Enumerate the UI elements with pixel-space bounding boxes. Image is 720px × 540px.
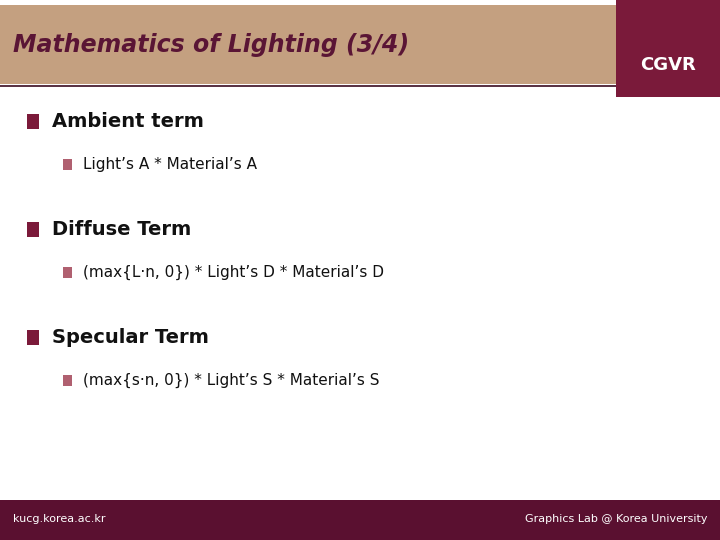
Text: kucg.korea.ac.kr: kucg.korea.ac.kr [13, 515, 105, 524]
Text: Ambient term: Ambient term [52, 112, 204, 131]
FancyBboxPatch shape [0, 500, 720, 540]
FancyBboxPatch shape [27, 330, 39, 345]
FancyBboxPatch shape [63, 267, 72, 278]
FancyBboxPatch shape [616, 0, 720, 97]
Text: CGVR: CGVR [640, 56, 696, 74]
Text: Graphics Lab @ Korea University: Graphics Lab @ Korea University [525, 515, 707, 524]
Text: Specular Term: Specular Term [52, 328, 209, 347]
FancyBboxPatch shape [0, 5, 616, 84]
FancyBboxPatch shape [63, 375, 72, 386]
FancyBboxPatch shape [63, 159, 72, 170]
FancyBboxPatch shape [27, 114, 39, 129]
Text: (max{L·n, 0}) * Light’s D * Material’s D: (max{L·n, 0}) * Light’s D * Material’s D [83, 265, 384, 280]
Text: Diffuse Term: Diffuse Term [52, 220, 191, 239]
Text: Light’s A * Material’s A: Light’s A * Material’s A [83, 157, 257, 172]
Text: Mathematics of Lighting (3/4): Mathematics of Lighting (3/4) [13, 33, 409, 57]
FancyBboxPatch shape [27, 222, 39, 237]
Text: (max{s·n, 0}) * Light’s S * Material’s S: (max{s·n, 0}) * Light’s S * Material’s S [83, 373, 379, 388]
